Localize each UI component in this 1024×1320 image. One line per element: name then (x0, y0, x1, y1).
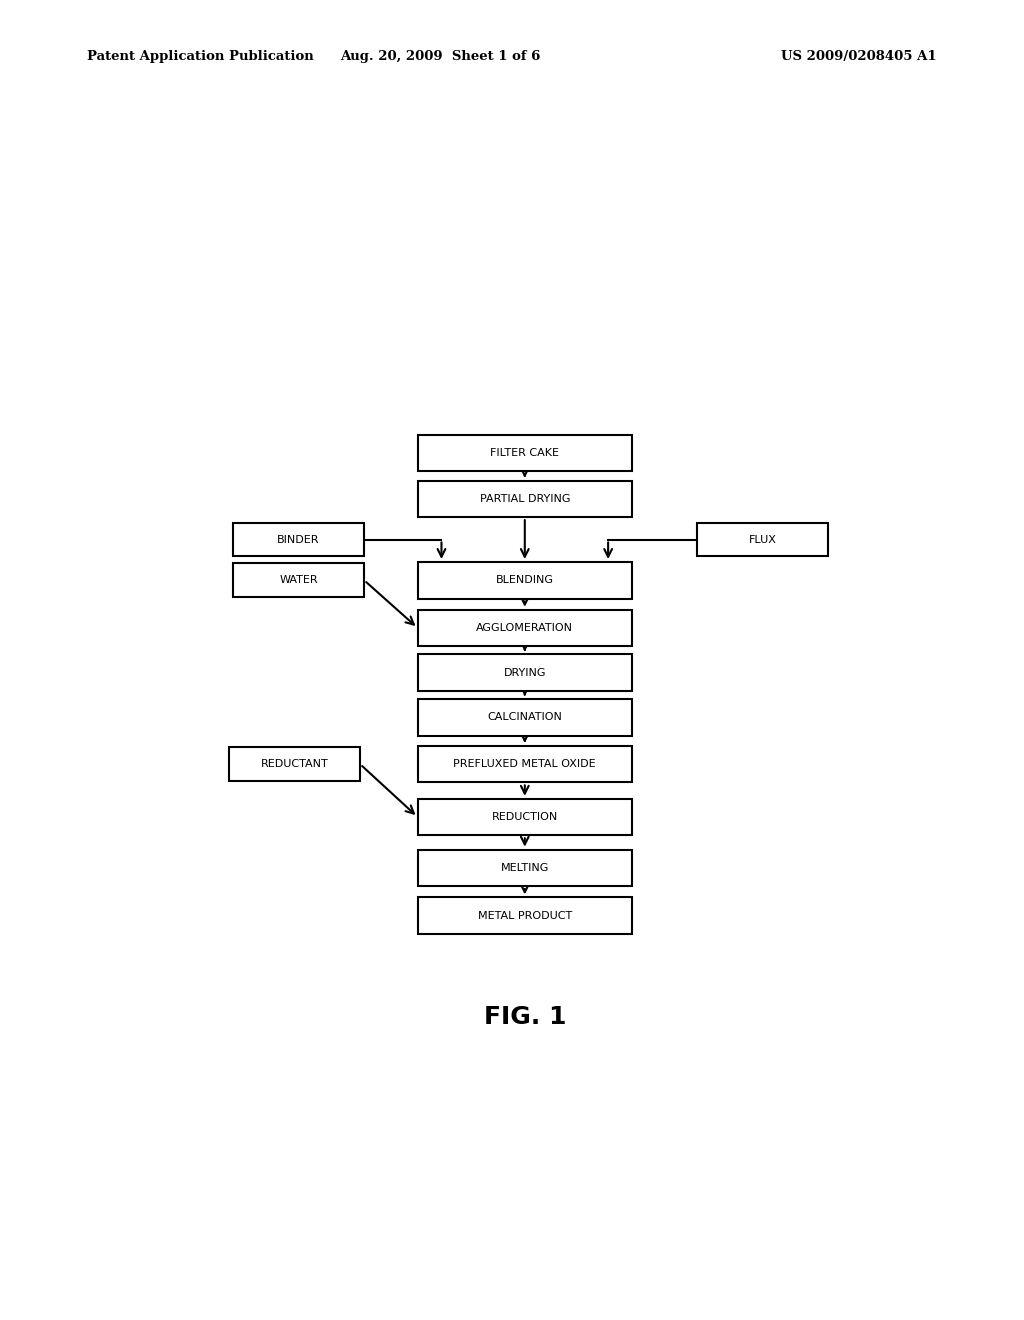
Text: BLENDING: BLENDING (496, 576, 554, 585)
Bar (697, 523, 828, 556)
Text: FLUX: FLUX (749, 535, 777, 545)
Text: MELTING: MELTING (501, 863, 549, 873)
Text: WATER: WATER (280, 576, 317, 585)
Bar (233, 523, 365, 556)
Bar (233, 564, 365, 597)
Text: US 2009/0208405 A1: US 2009/0208405 A1 (781, 50, 937, 63)
Bar (418, 799, 632, 836)
Text: FIG. 1: FIG. 1 (483, 1006, 566, 1030)
Text: Aug. 20, 2009  Sheet 1 of 6: Aug. 20, 2009 Sheet 1 of 6 (340, 50, 541, 63)
Bar (418, 746, 632, 783)
Text: BINDER: BINDER (278, 535, 319, 545)
Bar (418, 700, 632, 735)
Text: METAL PRODUCT: METAL PRODUCT (477, 911, 572, 920)
Bar (418, 655, 632, 690)
Text: REDUCTION: REDUCTION (492, 812, 558, 822)
Bar (418, 562, 632, 598)
Text: REDUCTANT: REDUCTANT (261, 759, 329, 770)
Bar (418, 480, 632, 517)
Text: FILTER CAKE: FILTER CAKE (490, 449, 559, 458)
Text: Patent Application Publication: Patent Application Publication (87, 50, 313, 63)
Bar (418, 434, 632, 471)
Bar (418, 850, 632, 886)
Text: AGGLOMERATION: AGGLOMERATION (476, 623, 573, 634)
Text: CALCINATION: CALCINATION (487, 713, 562, 722)
Bar (229, 747, 360, 781)
Text: DRYING: DRYING (504, 668, 546, 677)
Text: PREFLUXED METAL OXIDE: PREFLUXED METAL OXIDE (454, 759, 596, 770)
Text: PARTIAL DRYING: PARTIAL DRYING (479, 494, 570, 504)
Bar (418, 898, 632, 935)
Bar (418, 610, 632, 647)
